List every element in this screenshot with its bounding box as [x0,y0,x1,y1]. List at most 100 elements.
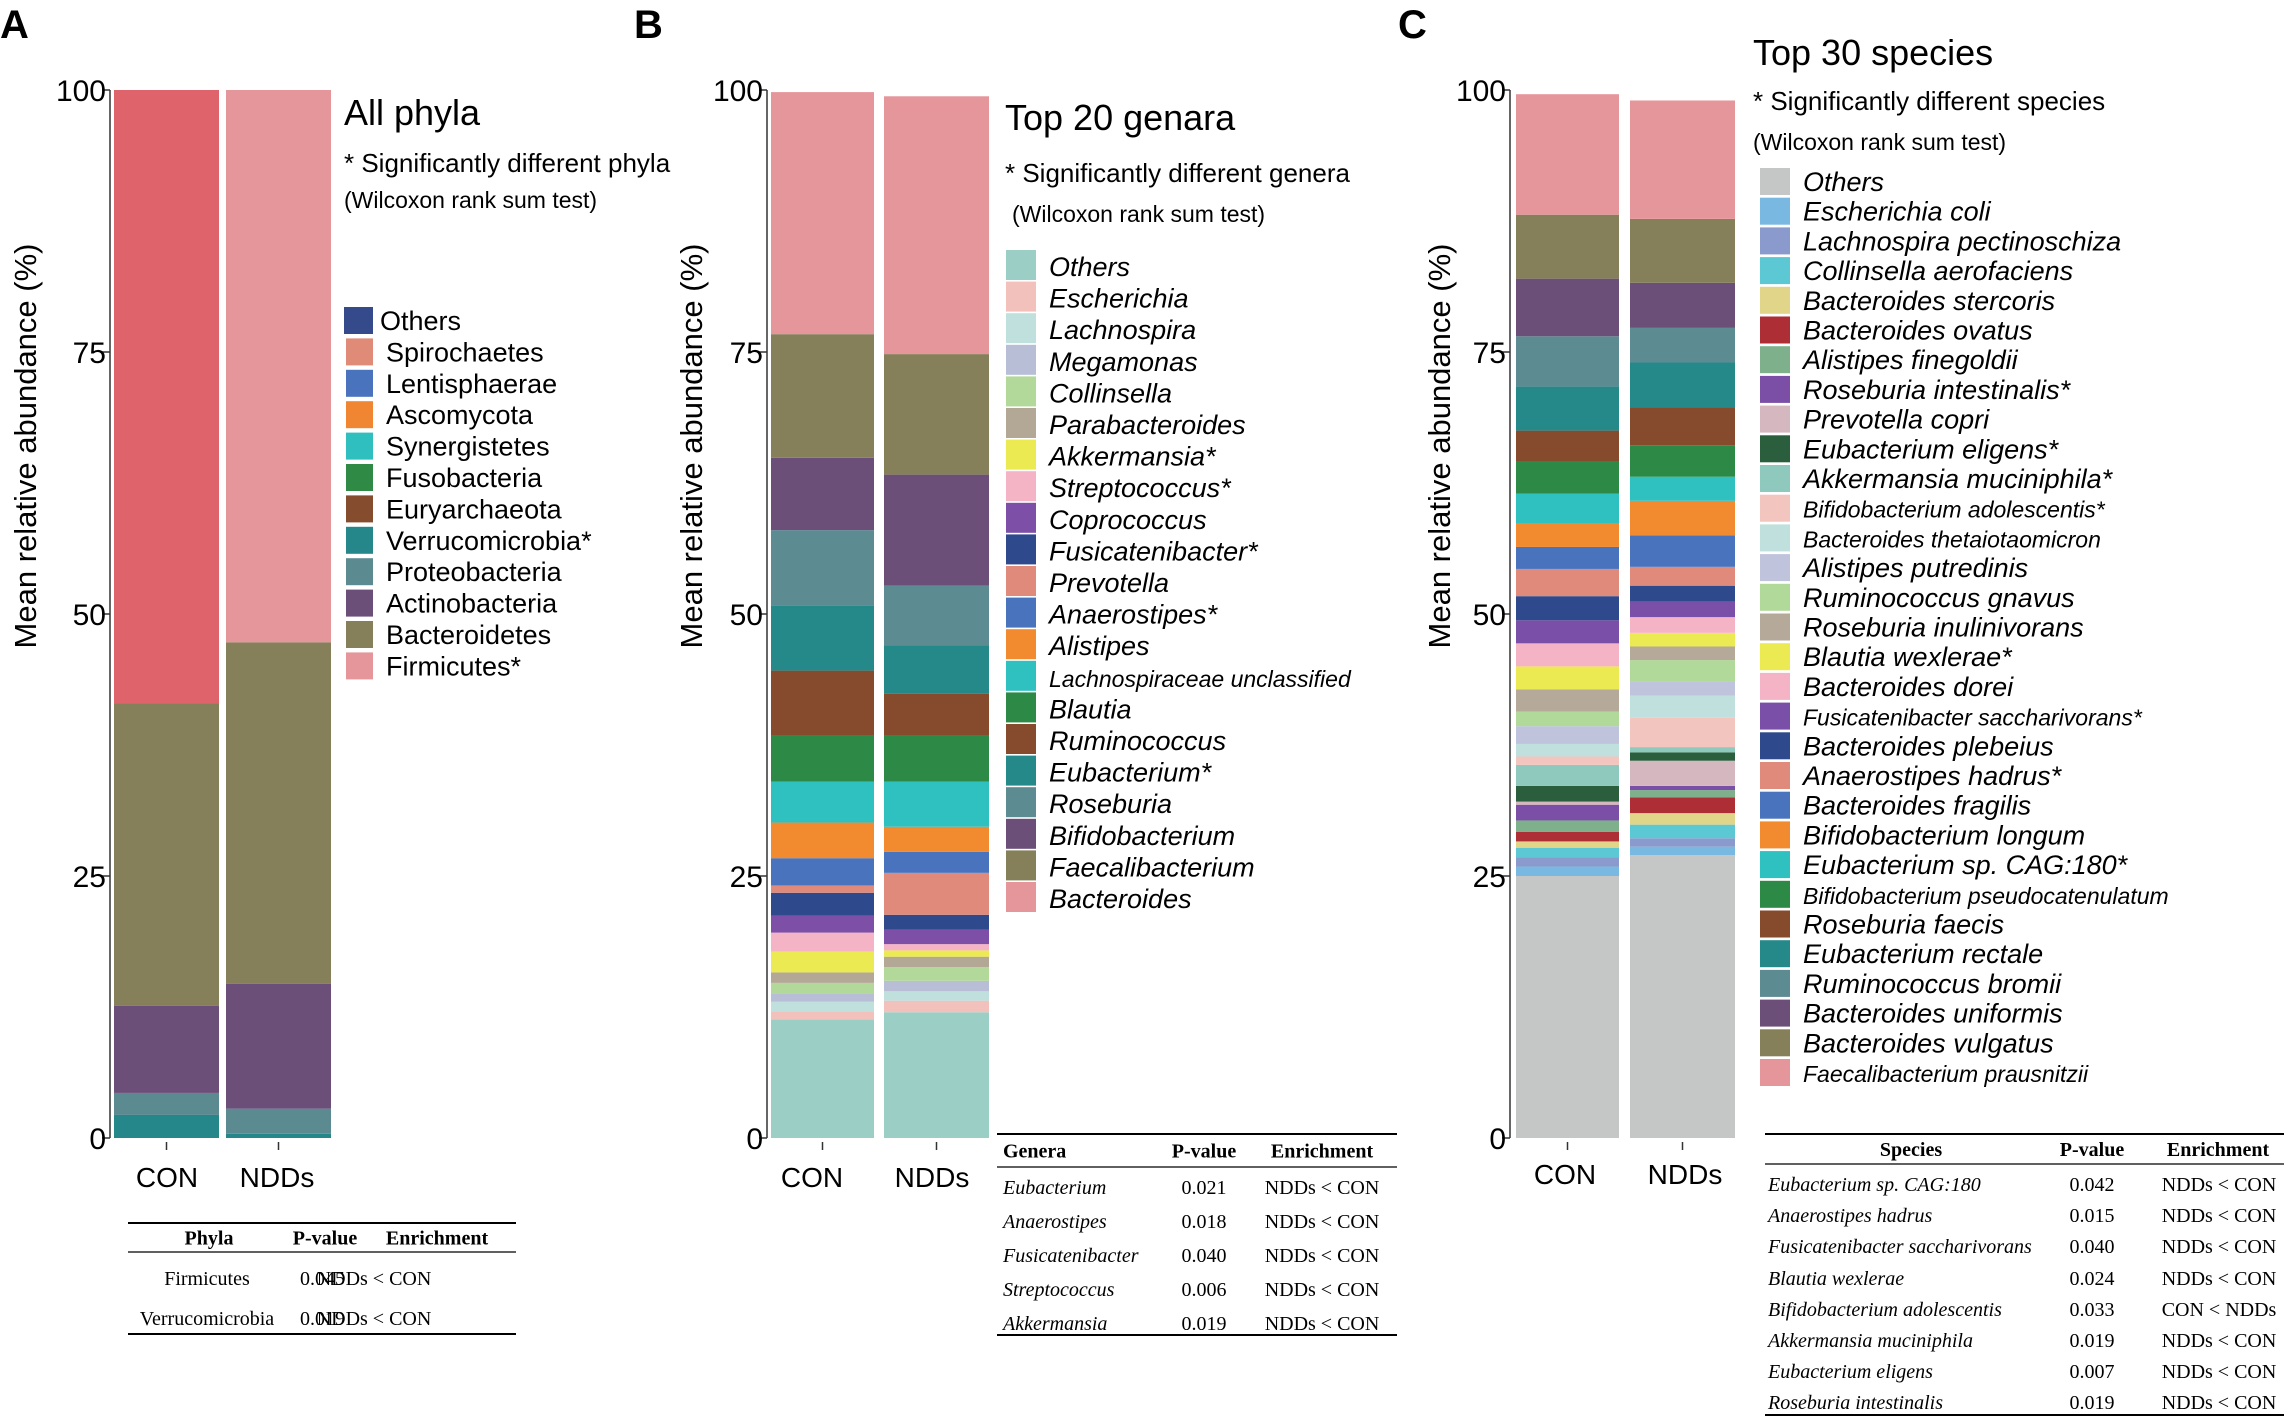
bar-segment [1516,711,1619,727]
chart-title: Top 30 species [1753,32,1993,73]
bar-segment [1516,666,1619,690]
bar-segment [771,982,874,994]
legend-label: Ascomycota [386,400,534,430]
legend-label: Eubacterium* [1049,758,1213,788]
legend-label: Synergistetes [386,432,550,462]
y-tick-label: 0 [89,1123,106,1156]
legend-label: Fusicatenibacter saccharivorans* [1803,705,2143,731]
bar-segment [1516,866,1619,876]
legend-label: Bacteroides vulgatus [1803,1028,2054,1058]
table-cell: 0.015 [2070,1205,2115,1227]
y-tick-label: 25 [730,861,763,894]
table-header: Species [1880,1139,1942,1161]
legend-label: Others [1803,167,1884,197]
table-cell: 0.018 [1182,1211,1227,1233]
legend-swatch [1006,566,1036,596]
legend-swatch [1006,818,1036,849]
y-tick-label: 100 [56,75,106,108]
bar-segment [1630,500,1735,536]
table-cell: 0.019 [2070,1330,2115,1352]
legend-swatch [1760,672,1790,700]
legend-swatch [1760,762,1790,789]
bar-segment [884,781,989,827]
legend-swatch [1760,910,1790,938]
legend-label: Ruminococcus [1049,726,1226,756]
bar-segment [771,915,874,933]
bar-segment [1630,785,1735,791]
y-tick-label: 25 [73,861,106,894]
legend-label: Fusicatenibacter* [1049,536,1259,566]
table-cell: NDDs < CON [1265,1245,1380,1267]
table-header: P-value [1172,1141,1237,1163]
legend-swatch [1760,702,1790,730]
bar-segment [226,642,331,984]
table-cell: NDDs < CON [2162,1205,2277,1227]
y-tick-label: 50 [1473,599,1506,632]
legend: OthersSpirochaetesLentisphaeraeAscomycot… [344,306,592,681]
y-tick-label: 100 [713,75,763,108]
panel-letter: A [0,3,29,47]
x-tick-label: NDDs [240,1162,315,1193]
legend-label: Lentisphaerae [386,369,557,399]
bar-segment [1516,764,1619,786]
table-cell: NDDs < CON [317,1268,432,1290]
legend-label: Blautia [1049,694,1132,724]
table-header: Enrichment [386,1228,489,1250]
bar-segment [771,92,874,335]
bar-segment [114,1114,219,1138]
bar-segment [771,334,874,458]
legend: OthersEscherichiaLachnospiraMegamonasCol… [1006,250,1352,914]
bar-segment [1516,278,1619,337]
bar-segment [884,645,989,694]
legend-swatch [1006,376,1036,407]
y-tick-label: 75 [730,337,763,370]
table-cell: NDDs < CON [2162,1392,2277,1414]
legend-swatch [346,621,373,648]
table-cell: CON < NDDs [2162,1299,2277,1321]
bar-segment [1630,632,1735,647]
table-cell: NDDs < CON [1265,1279,1380,1301]
bar-segment [1516,386,1619,431]
bar-segment [1516,726,1619,744]
legend-label: Bacteroides stercoris [1803,286,2055,316]
bar-segment [1630,790,1735,798]
bar-segment [771,605,874,671]
bar-segment [771,457,874,531]
stats-table: Genera P-value Enrichment Eubacterium 0.021 N… [997,1133,1397,1336]
y-tick-label: 75 [1473,337,1506,370]
legend-label: Parabacteroides [1049,410,1246,440]
bar-segment [771,892,874,916]
panel-letter: C [1398,3,1427,47]
bar-segment [114,1092,219,1115]
legend-swatch [1006,471,1036,502]
bar-segment [1516,523,1619,547]
legend-swatch [1760,524,1790,552]
bar-segment [1630,445,1735,477]
legend-label: Roseburia [1049,789,1172,819]
test-note: (Wilcoxon rank sum test) [1012,201,1265,227]
bar-segment [1516,831,1619,842]
y-tick-label: 25 [1473,861,1506,894]
legend-swatch [346,369,373,397]
table-header: Enrichment [2167,1139,2270,1161]
bar-segment [1516,460,1619,494]
panel-b: B 0 25 50 75 100 Mean relative abundance (%) CO… [634,3,1397,1336]
bar-segment [884,872,989,915]
legend-swatch [346,526,373,554]
legend-swatch [1760,286,1790,314]
legend-label: Proteobacteria [386,557,563,587]
legend-swatch [346,558,373,586]
table-cell: 0.021 [1182,1177,1227,1199]
legend-label: Bacteroides uniformis [1803,999,2063,1029]
bar-segment [1516,689,1619,712]
legend-label: Collinsella aerofaciens [1803,256,2073,286]
bar-segment [1630,824,1735,839]
legend-label: Firmicutes* [386,651,522,681]
legend-swatch [1006,755,1036,786]
table-cell: Blautia wexlerae [1768,1268,1904,1290]
bar-segment [1630,695,1735,718]
bar-segment [771,972,874,983]
legend-label: Bacteroides ovatus [1803,316,2033,346]
